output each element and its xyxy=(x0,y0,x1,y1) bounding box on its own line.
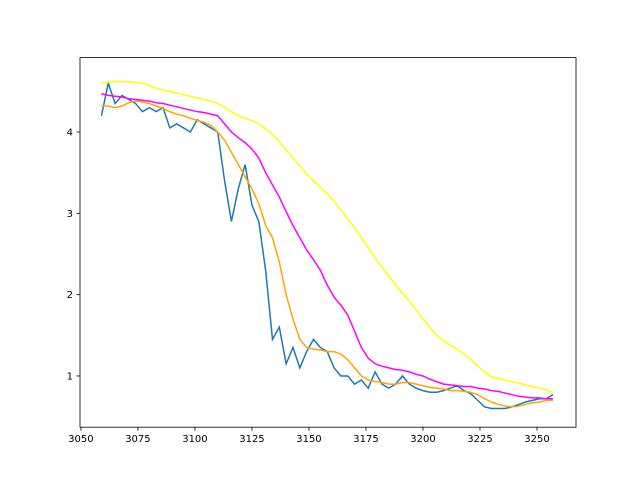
x-tick-label: 3175 xyxy=(353,434,378,445)
y-tick-label: 3 xyxy=(67,209,73,220)
x-tick-label: 3075 xyxy=(125,434,150,445)
x-tick-label: 3250 xyxy=(524,434,549,445)
y-tick-label: 1 xyxy=(67,371,73,382)
series-line xyxy=(101,100,553,408)
axes-frame xyxy=(79,57,577,428)
x-tick-label: 3225 xyxy=(467,434,492,445)
x-tick-label: 3125 xyxy=(239,434,264,445)
x-tick-label: 3050 xyxy=(68,434,93,445)
series-line xyxy=(101,93,553,400)
y-tick-label: 2 xyxy=(67,290,73,301)
x-tick-label: 3150 xyxy=(296,434,321,445)
x-tick-label: 3100 xyxy=(182,434,207,445)
x-tick-label: 3200 xyxy=(410,434,435,445)
y-tick-label: 4 xyxy=(67,128,73,139)
series-line xyxy=(101,80,554,393)
